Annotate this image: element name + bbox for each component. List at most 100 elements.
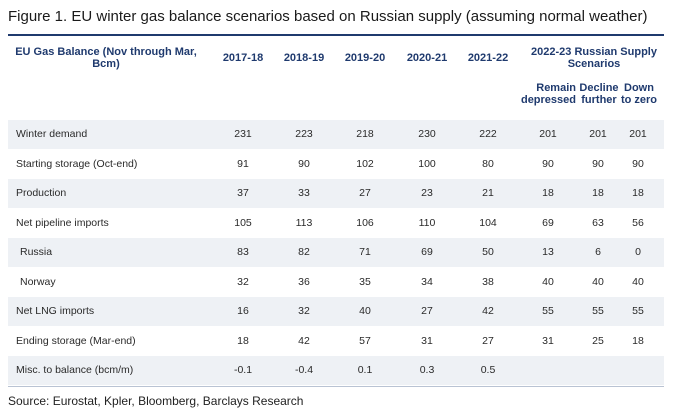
year-value-cell: 91 <box>237 157 249 170</box>
year-value-cell: 222 <box>479 128 497 140</box>
year-value-cell: 31 <box>421 334 433 347</box>
source-note: Source: Eurostat, Kpler, Bloomberg, Barc… <box>8 394 304 408</box>
year-value-cell: 32 <box>298 305 310 317</box>
year-value-cell: 230 <box>418 128 436 140</box>
year-value-cell: 90 <box>298 157 310 170</box>
scenario-value-cell: 31 <box>542 334 554 347</box>
scenario-value-cell: 40 <box>592 275 604 288</box>
year-value-cell: 27 <box>359 187 371 199</box>
table-row: Starting storage (Oct-end) 91 90 102 100 80 90… <box>8 150 664 179</box>
scenario-value-cell: 201 <box>629 128 647 140</box>
row-label: Winter demand <box>16 128 88 140</box>
year-value-cell: 83 <box>237 246 249 258</box>
year-value-cell: 27 <box>482 334 494 347</box>
year-value-cell: 0.1 <box>357 364 373 376</box>
year-value-cell: 231 <box>234 128 252 140</box>
scenario-value-cell: 90 <box>542 157 554 170</box>
table-row: Net pipeline imports 105 113 106 110 104 69 63 5… <box>8 209 664 238</box>
scenario-value-cell: 55 <box>542 305 554 317</box>
row-label: Net LNG imports <box>16 305 95 317</box>
year-value-cell: 69 <box>421 246 433 258</box>
year-header-2021-22: 2021-22 <box>467 52 509 64</box>
scenario-value-cell: 25 <box>592 334 604 347</box>
scenario-value-cell: 63 <box>592 216 604 229</box>
year-value-cell: 80 <box>482 157 494 170</box>
year-value-cell: 104 <box>479 216 497 229</box>
year-value-cell: 18 <box>237 334 249 347</box>
scenario-value-cell: 40 <box>542 275 554 288</box>
year-value-cell: 223 <box>295 128 313 140</box>
year-value-cell: 218 <box>356 128 374 140</box>
year-value-cell: -0.4 <box>294 364 314 376</box>
year-value-cell: 57 <box>359 334 371 347</box>
year-value-cell: 16 <box>237 305 249 317</box>
year-value-cell: 34 <box>421 275 433 288</box>
scenario-header-down-to-zero: Down to zero <box>620 82 658 106</box>
title-divider <box>8 34 664 36</box>
row-label: Norway <box>20 275 56 288</box>
year-value-cell: 21 <box>482 187 494 199</box>
year-header-2019-20: 2019-20 <box>344 52 386 64</box>
year-value-cell: 40 <box>359 305 371 317</box>
table-row: Russia 83 82 71 69 50 13 6 0 <box>8 238 664 267</box>
year-value-cell: 32 <box>237 275 249 288</box>
scenario-value-cell: 18 <box>632 187 644 199</box>
year-value-cell: 113 <box>295 216 313 229</box>
year-value-cell: 105 <box>234 216 252 229</box>
year-value-cell: 42 <box>482 305 494 317</box>
scenario-value-cell: 201 <box>539 128 557 140</box>
label-column-header: EU Gas Balance (Nov through Mar, Bcm) <box>15 46 197 70</box>
row-label: Production <box>16 187 67 199</box>
year-value-cell: -0.1 <box>233 364 253 376</box>
year-value-cell: 37 <box>237 187 249 199</box>
year-value-cell: 50 <box>482 246 494 258</box>
year-header-2020-21: 2020-21 <box>406 52 448 64</box>
table-row: Norway 32 36 35 34 38 40 40 40 <box>8 268 664 297</box>
table-row: Misc. to balance (bcm/m) -0.1 -0.4 0.1 0.3 0.… <box>8 356 664 385</box>
table-row: Net LNG imports 16 32 40 27 42 55 55 55 <box>8 297 664 326</box>
scenario-value-cell: 55 <box>632 305 644 317</box>
row-label: Starting storage (Oct-end) <box>16 157 138 170</box>
year-value-cell: 33 <box>298 187 310 199</box>
year-header-2017-18: 2017-18 <box>222 52 264 64</box>
scenario-value-cell: 69 <box>542 216 554 229</box>
row-label: Misc. to balance (bcm/m) <box>16 364 134 376</box>
year-value-cell: 27 <box>421 305 433 317</box>
year-value-cell: 38 <box>482 275 494 288</box>
table-row: Winter demand 231 223 218 230 222 201 201 201 <box>8 120 664 149</box>
table-bottom-divider <box>8 386 664 387</box>
year-value-cell: 0.3 <box>419 364 435 376</box>
scenario-value-cell: 6 <box>595 246 601 258</box>
year-value-cell: 71 <box>359 246 371 258</box>
year-value-cell: 42 <box>298 334 310 347</box>
year-value-cell: 35 <box>359 275 371 288</box>
scenario-header-remain-depressed: Remain depressed <box>520 82 576 106</box>
year-value-cell: 82 <box>298 246 310 258</box>
year-value-cell: 0.5 <box>480 364 496 376</box>
year-value-cell: 23 <box>421 187 433 199</box>
year-value-cell: 110 <box>418 216 436 229</box>
scenario-value-cell: 55 <box>592 305 604 317</box>
row-label: Ending storage (Mar-end) <box>16 334 136 347</box>
scenario-group-header: 2022-23 Russian Supply Scenarios <box>531 46 657 70</box>
scenario-value-cell: 18 <box>592 187 604 199</box>
scenario-value-cell: 0 <box>635 246 641 258</box>
year-value-cell: 106 <box>356 216 374 229</box>
figure-title: Figure 1. EU winter gas balance scenario… <box>8 8 648 25</box>
scenario-value-cell: 18 <box>542 187 554 199</box>
scenario-value-cell: 90 <box>592 157 604 170</box>
table-row: Ending storage (Mar-end) 18 42 57 31 27 31 25 18 <box>8 327 664 356</box>
scenario-value-cell: 18 <box>632 334 644 347</box>
table-row: Production 37 33 27 23 21 18 18 18 <box>8 179 664 208</box>
row-label: Russia <box>20 246 53 258</box>
scenario-header-decline-further: Decline further <box>579 82 619 106</box>
scenario-value-cell: 201 <box>589 128 607 140</box>
scenario-value-cell: 13 <box>542 246 554 258</box>
scenario-value-cell: 90 <box>632 157 644 170</box>
year-value-cell: 36 <box>298 275 310 288</box>
row-label: Net pipeline imports <box>16 216 109 229</box>
scenario-value-cell: 56 <box>632 216 644 229</box>
scenario-value-cell: 40 <box>632 275 644 288</box>
year-value-cell: 102 <box>356 157 374 170</box>
year-value-cell: 100 <box>418 157 436 170</box>
